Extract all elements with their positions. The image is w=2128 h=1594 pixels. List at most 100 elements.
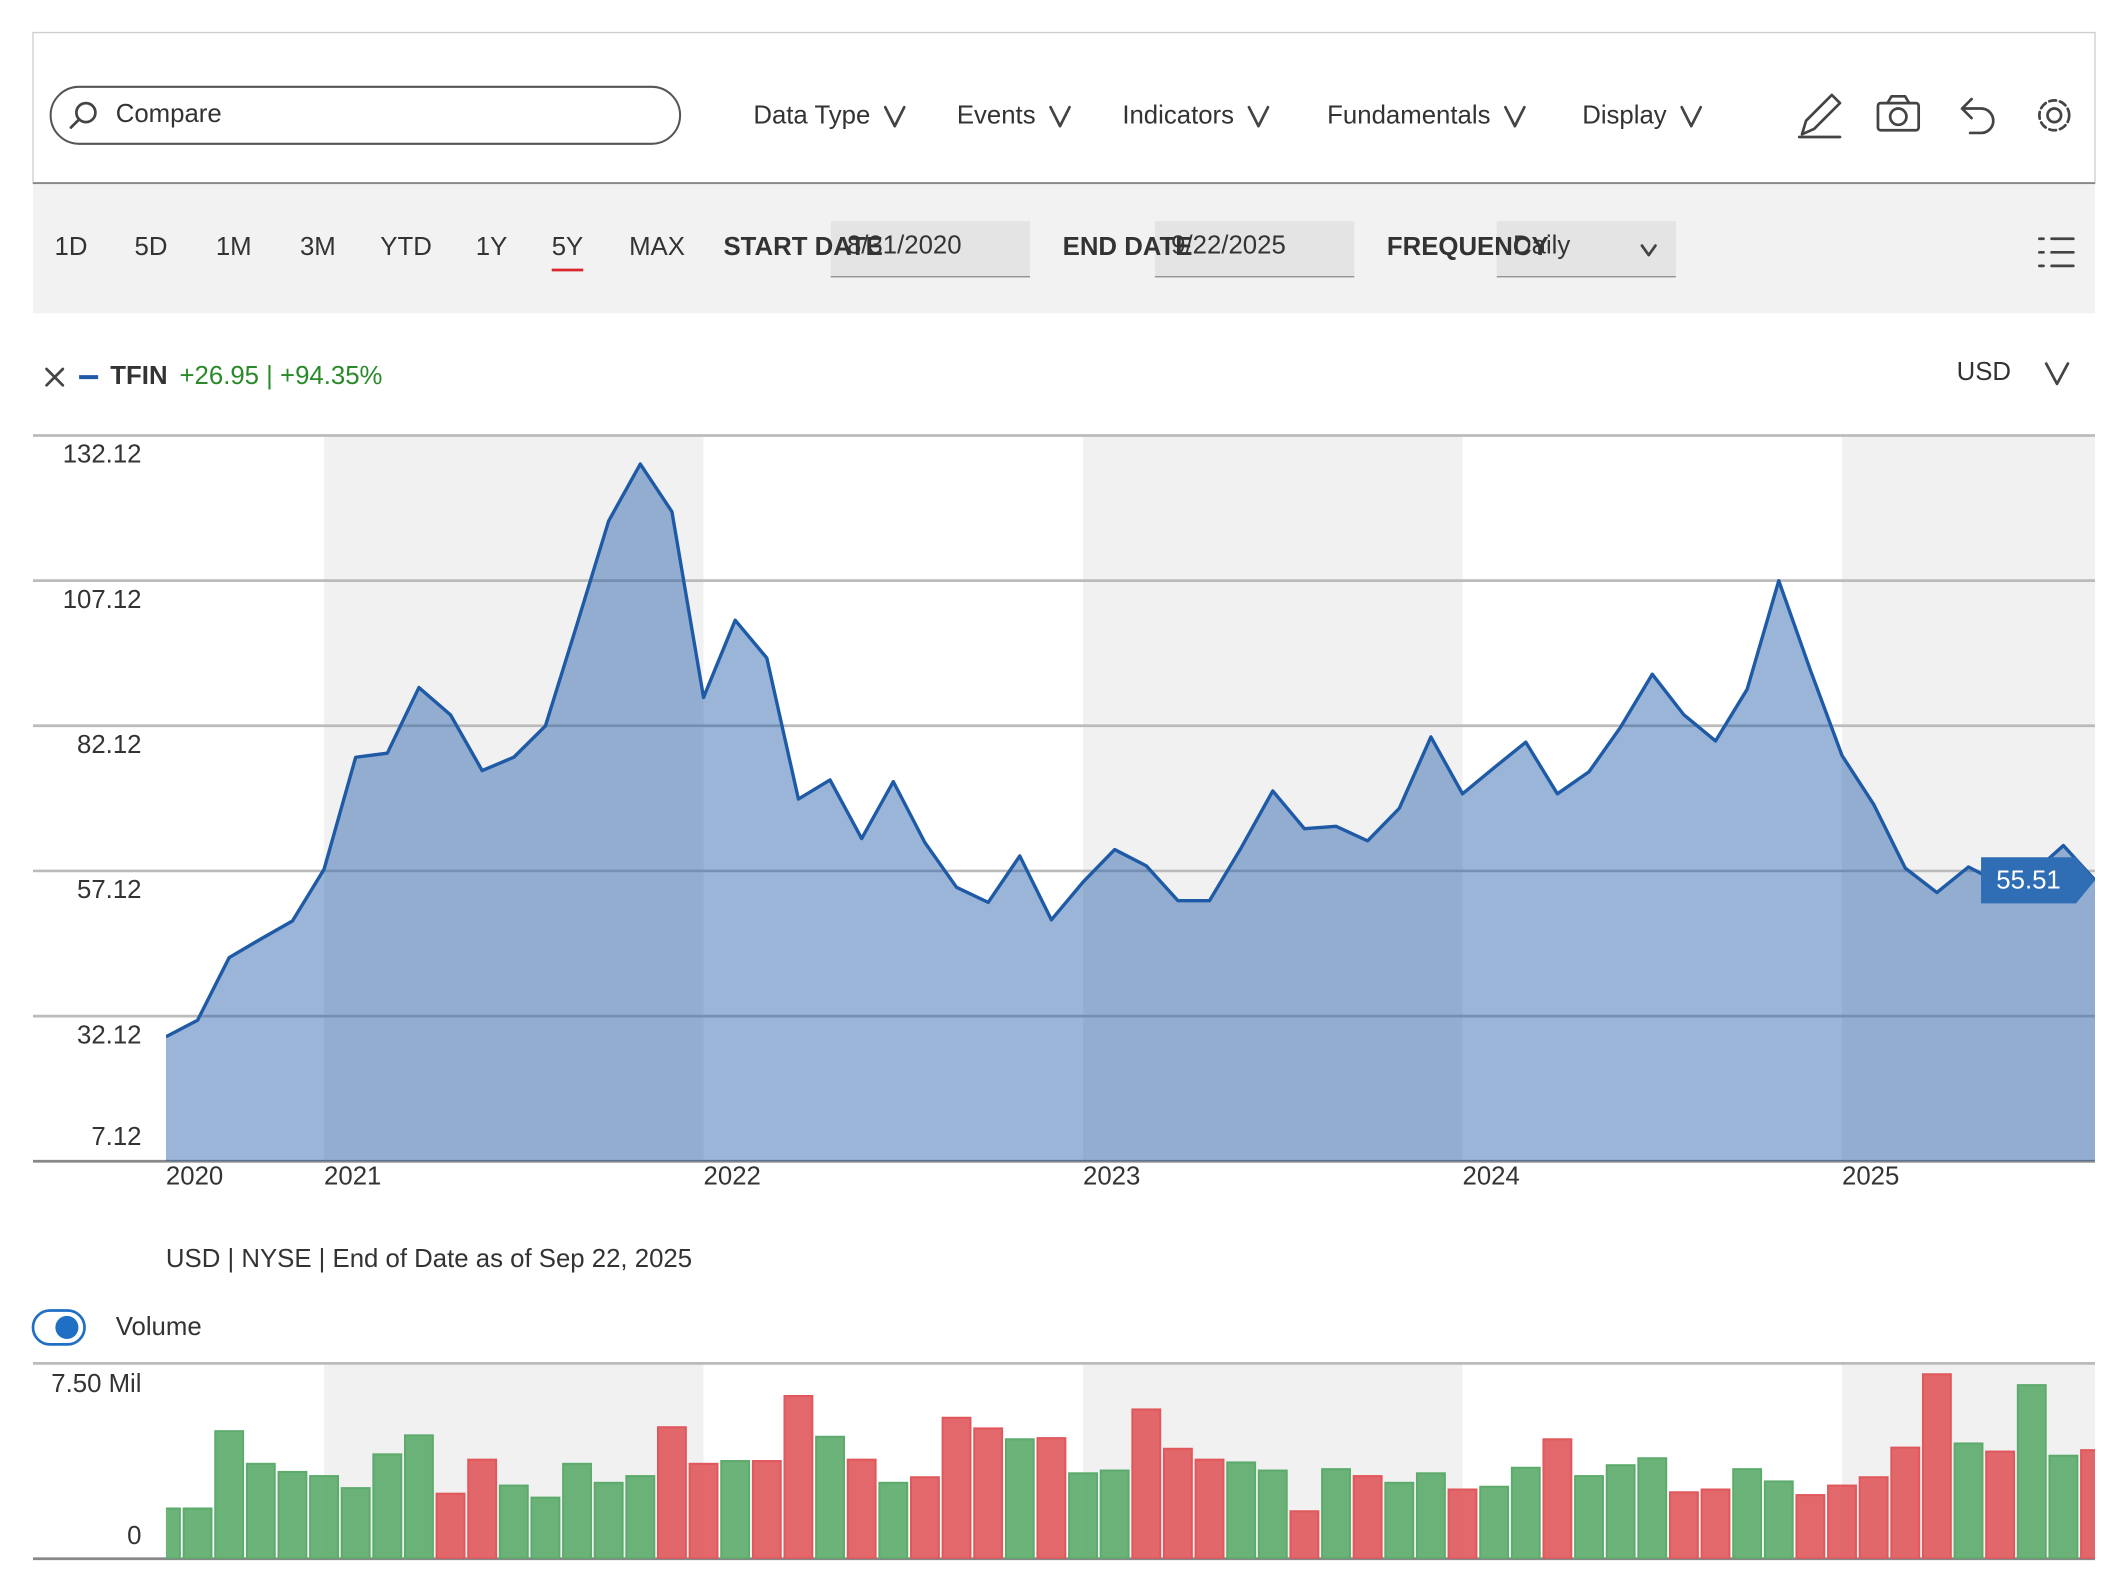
volume-bar: [783, 1394, 814, 1559]
volume-bar: [656, 1426, 687, 1559]
start-date-box[interactable]: [830, 221, 1031, 277]
volume-bar: [1479, 1485, 1510, 1559]
volume-bar: [909, 1476, 940, 1559]
volume-bar: [1605, 1464, 1636, 1559]
volume-bar: [1447, 1488, 1478, 1559]
range-button[interactable]: 3M: [300, 233, 336, 261]
volume-toggle-label[interactable]: Volume: [116, 1313, 202, 1341]
volume-bar: [1099, 1469, 1130, 1559]
volume-bar: [1574, 1475, 1604, 1559]
price-line: [165, 462, 2096, 1039]
range-button[interactable]: 5Y: [552, 233, 584, 261]
menu-chevron[interactable]: [1680, 105, 1703, 128]
undo-icon[interactable]: [1960, 97, 1995, 135]
menu-item[interactable]: Events: [957, 101, 1036, 129]
volume-bar: [941, 1416, 972, 1559]
plot: [165, 462, 2096, 1162]
menu-item[interactable]: Indicators: [1122, 101, 1234, 129]
range-bar: [32, 184, 2096, 314]
volume-bar: [277, 1470, 308, 1559]
x-tick-label: 2025: [1842, 1162, 1899, 1190]
y-tick-label: 7.12: [91, 1123, 141, 1151]
volume-bar: [1352, 1475, 1383, 1559]
menu-item[interactable]: Fundamentals: [1327, 101, 1490, 129]
volume-bar: [1036, 1437, 1067, 1559]
y-tick-label: 107.12: [63, 586, 142, 614]
volume-bar: [1384, 1481, 1415, 1559]
volume-bar: [593, 1481, 624, 1559]
search-box[interactable]: [49, 85, 682, 145]
draw-icon[interactable]: [1797, 93, 1842, 139]
volume-bar: [1510, 1466, 1541, 1559]
volume-bar: [214, 1430, 245, 1559]
range-button[interactable]: MAX: [629, 233, 685, 261]
list-icon[interactable]: [2038, 237, 2075, 268]
volume-bar: [1953, 1442, 1984, 1559]
volume-bar: [372, 1453, 403, 1559]
volume-toggle-knob: [55, 1315, 79, 1339]
menu-chevron[interactable]: [1049, 105, 1071, 128]
range-button[interactable]: 1D: [55, 233, 88, 261]
menu-item[interactable]: Data Type: [753, 101, 870, 129]
volume-bar: [1827, 1484, 1857, 1559]
volume-bar: [1890, 1446, 1921, 1559]
menu-chevron[interactable]: [1247, 105, 1270, 128]
y-tick-label: 82.12: [77, 731, 141, 759]
range-button[interactable]: YTD: [380, 233, 432, 261]
volume-bar: [1194, 1458, 1225, 1559]
y-tick-label: 0: [127, 1522, 141, 1550]
start-date-label: START DATE: [723, 233, 882, 261]
end-date[interactable]: 9/22/2025: [1171, 232, 1286, 260]
volume-bar: [1858, 1476, 1889, 1559]
volume-bar: [1257, 1469, 1288, 1559]
volume-bar: [562, 1462, 592, 1559]
y-tick-label: 7.50 Mil: [51, 1370, 141, 1398]
year-band: [1842, 435, 2096, 1162]
menu-item[interactable]: Display: [1582, 101, 1667, 129]
search-icon: [69, 101, 97, 129]
remove-icon[interactable]: [45, 367, 65, 387]
menu-chevron[interactable]: [883, 105, 906, 128]
volume-bar: [815, 1435, 845, 1559]
search-placeholder[interactable]: Compare: [116, 100, 222, 128]
volume-bar: [1226, 1461, 1257, 1559]
volume-bar: [498, 1484, 529, 1559]
volume-bar: [973, 1427, 1004, 1559]
menu-chevron[interactable]: [1504, 105, 1526, 128]
volume-bar: [182, 1507, 213, 1559]
year-band: [324, 435, 704, 1162]
volume-bar: [1985, 1450, 2016, 1559]
start-date[interactable]: 8/31/2020: [847, 232, 962, 260]
legend-change: +26.95 | +94.35%: [179, 362, 382, 390]
volume-bar: [1668, 1491, 1699, 1559]
volume-bar: [403, 1434, 434, 1559]
currency-chevron[interactable]: [2044, 362, 2070, 386]
range-button[interactable]: 1Y: [476, 233, 508, 261]
x-tick-label: 2023: [1083, 1162, 1140, 1190]
volume-bar: [751, 1460, 782, 1559]
x-tick-label: 2020: [166, 1162, 223, 1190]
volume-bar: [2016, 1384, 2047, 1559]
volume-bar: [1795, 1494, 1826, 1559]
volume-bar: [1700, 1488, 1731, 1559]
volume-bar: [467, 1458, 498, 1559]
legend-symbol: TFIN: [110, 362, 167, 390]
volume-bar: [1321, 1468, 1351, 1559]
end-date-box[interactable]: [1154, 221, 1355, 277]
settings-icon[interactable]: [2038, 99, 2071, 132]
volume-bar: [1732, 1468, 1763, 1559]
volume-bar: [340, 1487, 371, 1559]
year-band: [1083, 435, 1463, 1162]
range-button[interactable]: 5D: [135, 233, 168, 261]
volume-bar: [625, 1475, 656, 1559]
frequency-chevron[interactable]: [1640, 244, 1657, 257]
volume-bar: [1542, 1438, 1573, 1559]
currency[interactable]: USD: [1957, 358, 2011, 386]
range-button[interactable]: 1M: [216, 233, 252, 261]
volume-bar: [1763, 1480, 1794, 1559]
camera-icon[interactable]: [1876, 94, 1921, 132]
frequency[interactable]: Daily: [1513, 232, 1570, 260]
volume-bar: [245, 1462, 276, 1559]
x-tick-label: 2021: [324, 1162, 381, 1190]
